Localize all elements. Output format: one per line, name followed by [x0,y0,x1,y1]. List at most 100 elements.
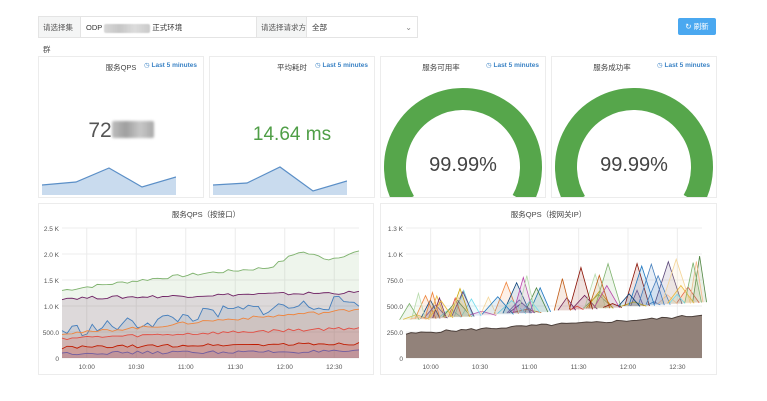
x-tick-label: 11:00 [178,364,194,371]
chart-title: 服务QPS（按接口） [171,210,241,219]
latency-sparkline [213,166,347,195]
series-line [61,349,360,356]
clock-icon: ◷ [657,62,665,69]
panel-success-rate: 服务成功率 ◷ Last 5 minutes 99.99% [551,56,717,198]
availability-gauge: 99.99% [384,88,542,197]
qps-by-interface-chart: 0 500.0 1.0 K 1.5 K 2.0 K 2.5 K 10:00 10:30 11:0… [43,226,360,371]
series-line [617,293,641,307]
qps-sparkline [42,167,176,195]
stat-value-latency: 14.64 ms [252,124,332,145]
x-tick-label: 11:30 [227,364,243,371]
series-area [62,291,359,358]
clock-icon: ◷ [486,62,494,69]
chart-title: 服务QPS（按网关IP） [510,210,587,219]
success-rate-value: 99.99% [600,154,668,176]
series-line [432,296,447,319]
x-tick-label: 12:30 [669,364,686,371]
series-line [479,296,497,316]
panel-availability: 服务可用率 ◷ Last 5 minutes 99.99% [380,56,546,198]
y-tick-label: 750.0 [387,278,404,285]
y-tick-label: 2.0 K [44,252,60,259]
series-line [668,293,686,304]
refresh-icon: ↻ [685,22,692,31]
panel-title: 服务可用率 [422,63,460,72]
series-line [424,291,441,319]
series-line [593,284,620,308]
panel-service-qps: 服务QPS ◷ Last 5 minutes 72 [38,56,204,198]
requester-value: 全部 [312,23,327,32]
series-line [568,265,593,310]
series-line [684,262,702,303]
panel-title: 服务成功率 [593,63,631,72]
series-line [621,301,647,307]
series-line [557,296,576,311]
series-line [637,262,665,306]
series-line [61,295,360,337]
series-line [414,294,437,319]
y-tick-label: 1.5 K [44,278,60,285]
series-line [594,262,622,308]
y-tick-label: 500.0 [43,330,60,337]
y-tick-label: 0 [399,356,403,363]
panel-title: 平均耗时 [277,63,307,72]
filter-toolbar: 请选择集群 ODP 正式环境 ⌄ 请选择请求方 全部 ⌄ ↻ 刷新 [38,16,718,54]
x-tick-label: 12:00 [620,364,637,371]
series-line [461,298,482,317]
series-line [61,308,360,335]
series-line [399,302,420,320]
redacted-block [104,23,151,33]
cluster-value-prefix: ODP [86,23,103,32]
series-line [517,275,536,313]
series-line [661,257,692,304]
series-line [481,296,514,315]
y-tick-label: 250.0 [387,330,404,337]
x-tick-label: 10:00 [79,364,96,371]
time-range-badge: ◷ Last 5 minutes [144,62,197,69]
series-line [520,299,541,313]
series-line [524,286,549,313]
time-range-badge: ◷ Last 5 minutes [315,62,368,69]
refresh-label: 刷新 [693,22,709,31]
series-line [445,296,472,318]
x-tick-label: 10:00 [423,364,440,371]
time-range-badge: ◷ Last 5 minutes [486,62,539,69]
series-line [409,316,427,320]
cluster-value-suffix: 正式环境 [152,23,183,32]
series-line [553,278,571,311]
series-area [62,342,359,358]
clock-icon: ◷ [315,62,323,69]
x-tick-label: 10:30 [472,364,489,371]
series-line [571,294,598,310]
y-tick-label: 1.0 K [388,252,404,259]
refresh-button[interactable]: ↻ 刷新 [678,18,716,35]
requester-label: 请选择请求方 [256,16,306,38]
panel-qps-by-interface: 服务QPS（按接口） 0 500.0 1.0 K 1.5 K 2.0 K 2.5 K 10:… [38,203,374,375]
x-tick-label: 11:00 [521,364,537,371]
series-line [428,300,454,319]
series-line [61,327,360,341]
y-tick-label: 1.3 K [388,226,404,233]
requester-select[interactable]: 全部 ⌄ [306,16,418,38]
x-tick-label: 11:30 [571,364,587,371]
chevron-down-icon: ⌄ [405,23,412,32]
panel-title: 服务QPS [105,63,137,72]
y-tick-label: 1.0 K [44,304,60,311]
y-tick-label: 500.0 [387,304,404,311]
series-line [570,305,584,310]
series-line [512,275,534,313]
baseline-area [406,315,702,358]
series-line [588,273,611,309]
y-tick-label: 2.5 K [44,226,60,233]
series-line [628,264,655,306]
baseline-line [405,314,703,335]
qps-by-gateway-chart: 0 250.0 500.0 750.0 1.0 K 1.3 K 10:00 10:30 11:0… [387,226,707,371]
time-range-badge: ◷ Last 5 minutes [657,62,710,69]
series-line [61,250,360,291]
panel-qps-by-gateway: 服务QPS（按网关IP） 0 250.0 500.0 750.0 1.0 K 1.3 K 1… [380,203,717,375]
series-area [62,327,359,358]
stat-value-qps: 72 [39,119,203,143]
redacted-block [111,121,154,138]
success-rate-gauge: 99.99% [555,88,713,197]
series-line [61,290,360,301]
